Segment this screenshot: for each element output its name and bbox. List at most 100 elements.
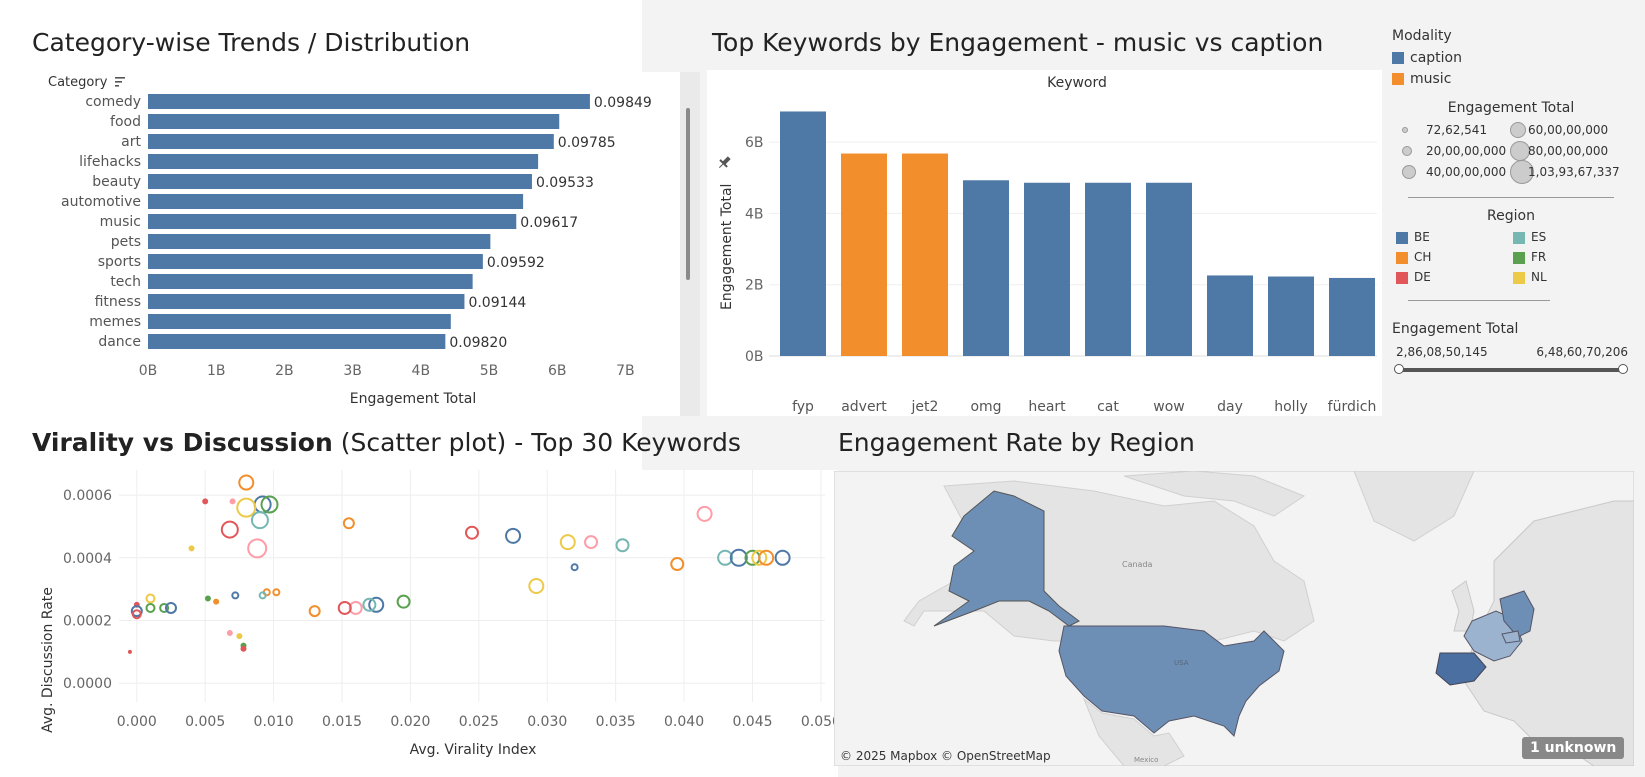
scatter-point[interactable]: [505, 527, 522, 544]
category-bar[interactable]: [148, 254, 483, 269]
pin-icon[interactable]: [716, 154, 733, 171]
scatter-point[interactable]: [204, 595, 211, 602]
category-bar[interactable]: [148, 294, 465, 309]
scatter-point[interactable]: [368, 596, 385, 613]
scatter-point[interactable]: [236, 497, 257, 518]
scatter-point[interactable]: [145, 593, 156, 604]
category-bar[interactable]: [148, 114, 560, 129]
category-bar[interactable]: [148, 194, 524, 209]
scatter-point[interactable]: [231, 591, 240, 600]
category-bar[interactable]: [148, 274, 473, 289]
scatter-point[interactable]: [250, 511, 269, 530]
scatter-point[interactable]: [213, 598, 220, 605]
scatter-point[interactable]: [238, 474, 255, 491]
scatter-point[interactable]: [751, 549, 768, 566]
germany-region[interactable]: [1499, 590, 1535, 638]
scatter-point[interactable]: [188, 545, 195, 552]
usa-region[interactable]: [1058, 625, 1285, 737]
category-label: memes: [89, 314, 141, 330]
scatter-point[interactable]: [670, 557, 685, 572]
category-x-tick: 1B: [207, 363, 226, 379]
keyword-y-tick: 6B: [745, 135, 764, 151]
sort-icon[interactable]: [115, 77, 125, 87]
scatter-point[interactable]: [348, 600, 363, 615]
map-attribution[interactable]: © 2025 Mapbox © OpenStreetMap: [840, 749, 1051, 763]
modality-legend-item[interactable]: caption: [1392, 48, 1630, 69]
category-bar[interactable]: [148, 174, 532, 189]
region-legend-item[interactable]: NL: [1513, 270, 1630, 284]
unknown-badge[interactable]: 1 unknown: [1522, 737, 1625, 759]
category-label: comedy: [85, 94, 141, 110]
scatter-point[interactable]: [127, 649, 132, 654]
range-slider[interactable]: [1392, 363, 1630, 377]
scatter-point[interactable]: [570, 563, 579, 572]
region-legend-item[interactable]: DE: [1396, 270, 1513, 284]
scatter-point[interactable]: [164, 601, 177, 614]
keyword-bar[interactable]: [1146, 182, 1192, 356]
size-label: 60,00,00,000: [1528, 123, 1609, 137]
alaska-region[interactable]: [933, 490, 1080, 627]
category-bar[interactable]: [148, 234, 491, 249]
category-bar[interactable]: [148, 314, 451, 329]
scatter-point[interactable]: [272, 588, 281, 597]
size-circle: [1510, 141, 1530, 161]
keyword-bar[interactable]: [841, 153, 887, 356]
scatter-point[interactable]: [584, 535, 599, 550]
range-slider-min-handle[interactable]: [1394, 364, 1404, 374]
scatter-point[interactable]: [202, 498, 209, 505]
region-map[interactable]: Canada USA Mexico: [834, 471, 1634, 766]
scatter-point[interactable]: [130, 605, 143, 618]
scatter-point[interactable]: [465, 525, 479, 540]
keyword-bar[interactable]: [1024, 182, 1070, 356]
scatter-point[interactable]: [615, 538, 630, 553]
scatter-point[interactable]: [240, 645, 247, 652]
scatter-point[interactable]: [159, 602, 170, 613]
scatter-point[interactable]: [758, 549, 775, 566]
scatter-point[interactable]: [342, 517, 355, 530]
scrollbar-thumb[interactable]: [686, 108, 690, 280]
scatter-point[interactable]: [337, 600, 352, 615]
switzerland-region[interactable]: [1501, 630, 1521, 644]
scatter-point[interactable]: [220, 520, 239, 539]
scatter-point[interactable]: [559, 534, 576, 551]
keyword-bar[interactable]: [902, 153, 948, 356]
keyword-bar[interactable]: [1268, 276, 1314, 356]
scatter-point[interactable]: [308, 605, 321, 618]
keyword-bar[interactable]: [1085, 182, 1131, 356]
scatter-point[interactable]: [247, 538, 268, 559]
keyword-bar[interactable]: [1329, 277, 1375, 356]
region-legend-item[interactable]: ES: [1513, 230, 1630, 244]
modality-legend-item[interactable]: music: [1392, 69, 1630, 90]
scatter-point[interactable]: [729, 548, 748, 567]
keyword-bar[interactable]: [963, 180, 1009, 356]
category-bar[interactable]: [148, 214, 517, 229]
category-label: food: [110, 114, 141, 130]
scatter-point[interactable]: [226, 630, 233, 637]
keyword-bar[interactable]: [780, 111, 826, 356]
scatter-point[interactable]: [774, 549, 791, 566]
scatter-point[interactable]: [696, 505, 713, 522]
category-bar[interactable]: [148, 154, 539, 169]
scatter-point[interactable]: [258, 591, 267, 600]
size-label: 72,62,541: [1426, 123, 1488, 137]
spain-region[interactable]: [1435, 652, 1487, 686]
scatter-point[interactable]: [717, 549, 734, 566]
scatter-panel: [0, 416, 642, 777]
scatter-point[interactable]: [131, 609, 142, 620]
scatter-point[interactable]: [362, 597, 377, 612]
scatter-point[interactable]: [145, 602, 156, 613]
scatter-point[interactable]: [528, 578, 545, 594]
scatter-point[interactable]: [229, 498, 236, 505]
category-bar[interactable]: [148, 334, 446, 349]
category-bar[interactable]: [148, 134, 554, 149]
category-bar[interactable]: [148, 94, 590, 109]
keyword-bar[interactable]: [1207, 275, 1253, 356]
scatter-point[interactable]: [236, 633, 243, 640]
scatter-x-tick: 0.025: [459, 714, 499, 730]
range-slider-max-handle[interactable]: [1618, 364, 1628, 374]
scatter-point[interactable]: [260, 495, 279, 514]
scatter-point[interactable]: [396, 594, 411, 609]
region-legend-item[interactable]: CH: [1396, 250, 1513, 264]
region-legend-item[interactable]: FR: [1513, 250, 1630, 264]
region-legend-item[interactable]: BE: [1396, 230, 1513, 244]
